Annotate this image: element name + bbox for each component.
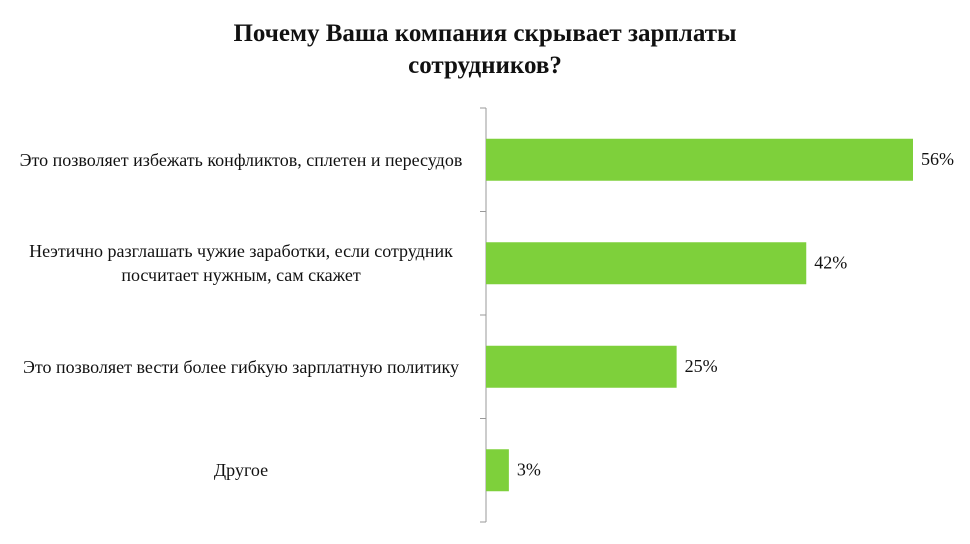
category-label: Другое <box>213 460 269 481</box>
bar <box>486 345 677 388</box>
chart-title: Почему Ваша компания скрывает зарплаты с… <box>233 20 737 79</box>
value-label: 25% <box>685 356 718 376</box>
value-label: 42% <box>814 252 847 272</box>
bar <box>486 138 913 181</box>
category-label: Неэтично разглашать чужие заработки, есл… <box>29 241 453 286</box>
value-label: 3% <box>517 459 541 479</box>
category-label: Это позволяет избежать конфликтов, сплет… <box>19 149 463 170</box>
bar <box>486 449 509 492</box>
bar <box>486 242 807 285</box>
value-label: 56% <box>921 149 954 169</box>
category-label: Это позволяет вести более гибкую зарплат… <box>22 356 459 377</box>
